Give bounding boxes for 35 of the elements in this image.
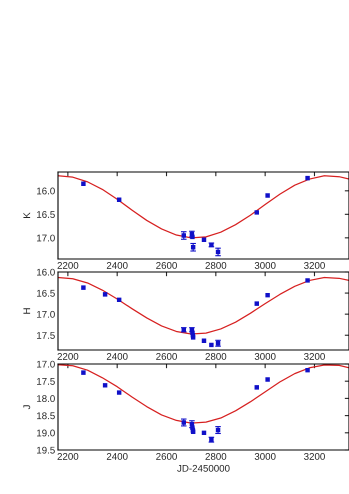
y-tick-label: 18.5 bbox=[37, 412, 55, 420]
x-axis-title: JD-2450000 bbox=[177, 464, 230, 472]
y-tick-label: 19.0 bbox=[37, 430, 55, 436]
y-tick-label: 17.5 bbox=[37, 378, 55, 385]
y-axis-title: K bbox=[23, 212, 30, 218]
x-tick-label: 3000 bbox=[254, 453, 276, 460]
x-tick-label: 2600 bbox=[156, 453, 177, 460]
x-tick-label: 3000 bbox=[254, 262, 276, 269]
x-tick-label: 2800 bbox=[206, 453, 226, 460]
x-tick-label: 2400 bbox=[106, 262, 128, 269]
x-tick-label: 3000 bbox=[254, 353, 276, 360]
y-tick-label: 18.0 bbox=[37, 395, 55, 402]
y-tick-label: 17.0 bbox=[37, 234, 55, 242]
x-tick-label: 2600 bbox=[156, 262, 177, 269]
y-tick-label: 16.0 bbox=[37, 268, 55, 276]
y-tick-label: 16.5 bbox=[37, 211, 55, 218]
x-tick-label: 3200 bbox=[304, 262, 325, 269]
y-tick-label: 16.0 bbox=[37, 188, 55, 194]
y-tick-label: 17.5 bbox=[37, 332, 55, 339]
x-tick-label: 2600 bbox=[156, 353, 177, 360]
x-tick-label: 2400 bbox=[106, 353, 128, 360]
x-tick-label: 3200 bbox=[304, 353, 325, 360]
y-tick-label: 17.0 bbox=[37, 360, 55, 368]
y-tick-label: 17.0 bbox=[37, 310, 55, 318]
x-tick-label: 2200 bbox=[58, 262, 78, 269]
y-axis-title: J bbox=[23, 405, 30, 410]
y-tick-label: 19.5 bbox=[37, 446, 55, 454]
x-tick-label: 2200 bbox=[58, 353, 78, 360]
x-tick-label: 3200 bbox=[304, 453, 325, 460]
y-axis-title: H bbox=[23, 308, 30, 314]
y-tick-label: 16.5 bbox=[37, 290, 55, 297]
x-tick-label: 2800 bbox=[206, 262, 226, 269]
x-tick-label: 2400 bbox=[106, 453, 128, 460]
x-tick-label: 2800 bbox=[206, 353, 226, 360]
x-tick-label: 2200 bbox=[58, 453, 78, 460]
